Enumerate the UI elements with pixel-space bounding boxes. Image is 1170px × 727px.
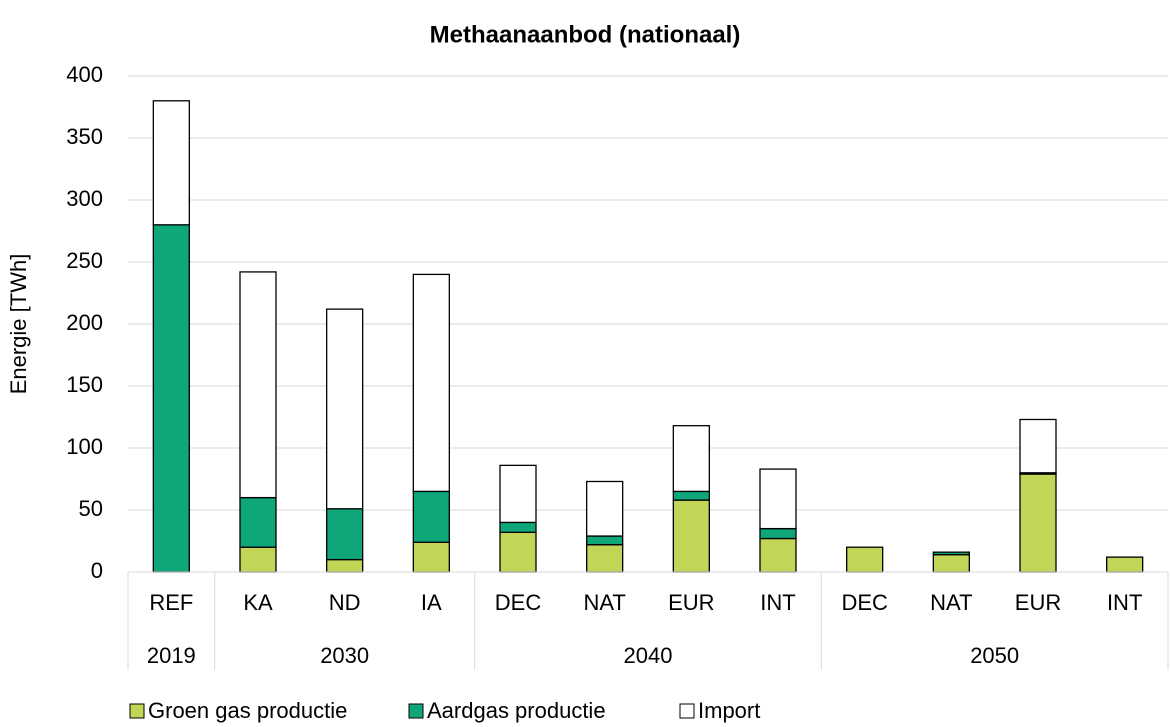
x-tick-label: DEC	[495, 590, 542, 615]
bar-segment	[239, 496, 277, 548]
group-label: 2019	[147, 643, 196, 668]
y-axis-label: Energie [TWh]	[6, 254, 31, 395]
bar-segment	[152, 100, 190, 226]
y-tick-label: 100	[66, 434, 103, 459]
bar-segment	[412, 273, 450, 493]
x-tick-label: DEC	[841, 590, 888, 615]
bar-segment	[586, 544, 624, 573]
bar-segment	[759, 527, 797, 540]
x-tick-label: ND	[329, 590, 361, 615]
y-tick-label: 350	[66, 124, 103, 149]
x-tick-label: EUR	[1015, 590, 1061, 615]
bar-segment	[586, 535, 624, 546]
x-tick-label: NAT	[583, 590, 625, 615]
bar-segment	[499, 531, 537, 573]
legend-swatch	[408, 703, 424, 719]
y-tick-label: 0	[91, 558, 103, 583]
group-label: 2030	[320, 643, 369, 668]
x-tick-label: INT	[1107, 590, 1142, 615]
x-tick-label: KA	[243, 590, 273, 615]
bar-segment	[499, 521, 537, 533]
bar-segment	[239, 271, 277, 499]
y-tick-label: 250	[66, 248, 103, 273]
group-label: 2040	[624, 643, 673, 668]
x-tick-label: INT	[760, 590, 795, 615]
y-tick-label: 400	[66, 62, 103, 87]
legend-label: Groen gas productie	[148, 698, 347, 723]
bar-segment	[412, 541, 450, 573]
chart-title: Methaanaanbod (nationaal)	[430, 21, 741, 48]
x-tick-label: IA	[421, 590, 442, 615]
legend-label: Import	[698, 698, 760, 723]
legend-swatch	[679, 703, 695, 719]
bar-segment	[759, 537, 797, 573]
bar-segment	[1019, 418, 1057, 474]
bar-segment	[672, 490, 710, 501]
bar-segment	[759, 468, 797, 530]
y-tick-label: 50	[79, 496, 103, 521]
bar-segment	[672, 499, 710, 573]
legend-label: Aardgas productie	[427, 698, 606, 723]
x-tick-label: NAT	[930, 590, 972, 615]
bar-segment	[326, 508, 364, 561]
y-tick-label: 150	[66, 372, 103, 397]
y-tick-label: 300	[66, 186, 103, 211]
bar-segment	[932, 551, 970, 556]
bar-segment	[239, 546, 277, 573]
legend-swatch	[129, 703, 145, 719]
bar-segment	[152, 224, 190, 573]
bar-segment	[499, 464, 537, 524]
bar-segment	[412, 490, 450, 543]
bar-segment	[586, 480, 624, 537]
x-tick-label: REF	[149, 590, 193, 615]
bar-segment	[326, 558, 364, 573]
bar-segment	[326, 308, 364, 510]
bar-segment	[846, 546, 884, 573]
bar-segment	[932, 553, 970, 573]
bar-segment	[672, 425, 710, 493]
x-tick-label: EUR	[668, 590, 714, 615]
group-label: 2050	[970, 643, 1019, 668]
bar-segment	[1019, 473, 1057, 573]
y-tick-label: 200	[66, 310, 103, 335]
bar-segment	[1106, 556, 1144, 573]
